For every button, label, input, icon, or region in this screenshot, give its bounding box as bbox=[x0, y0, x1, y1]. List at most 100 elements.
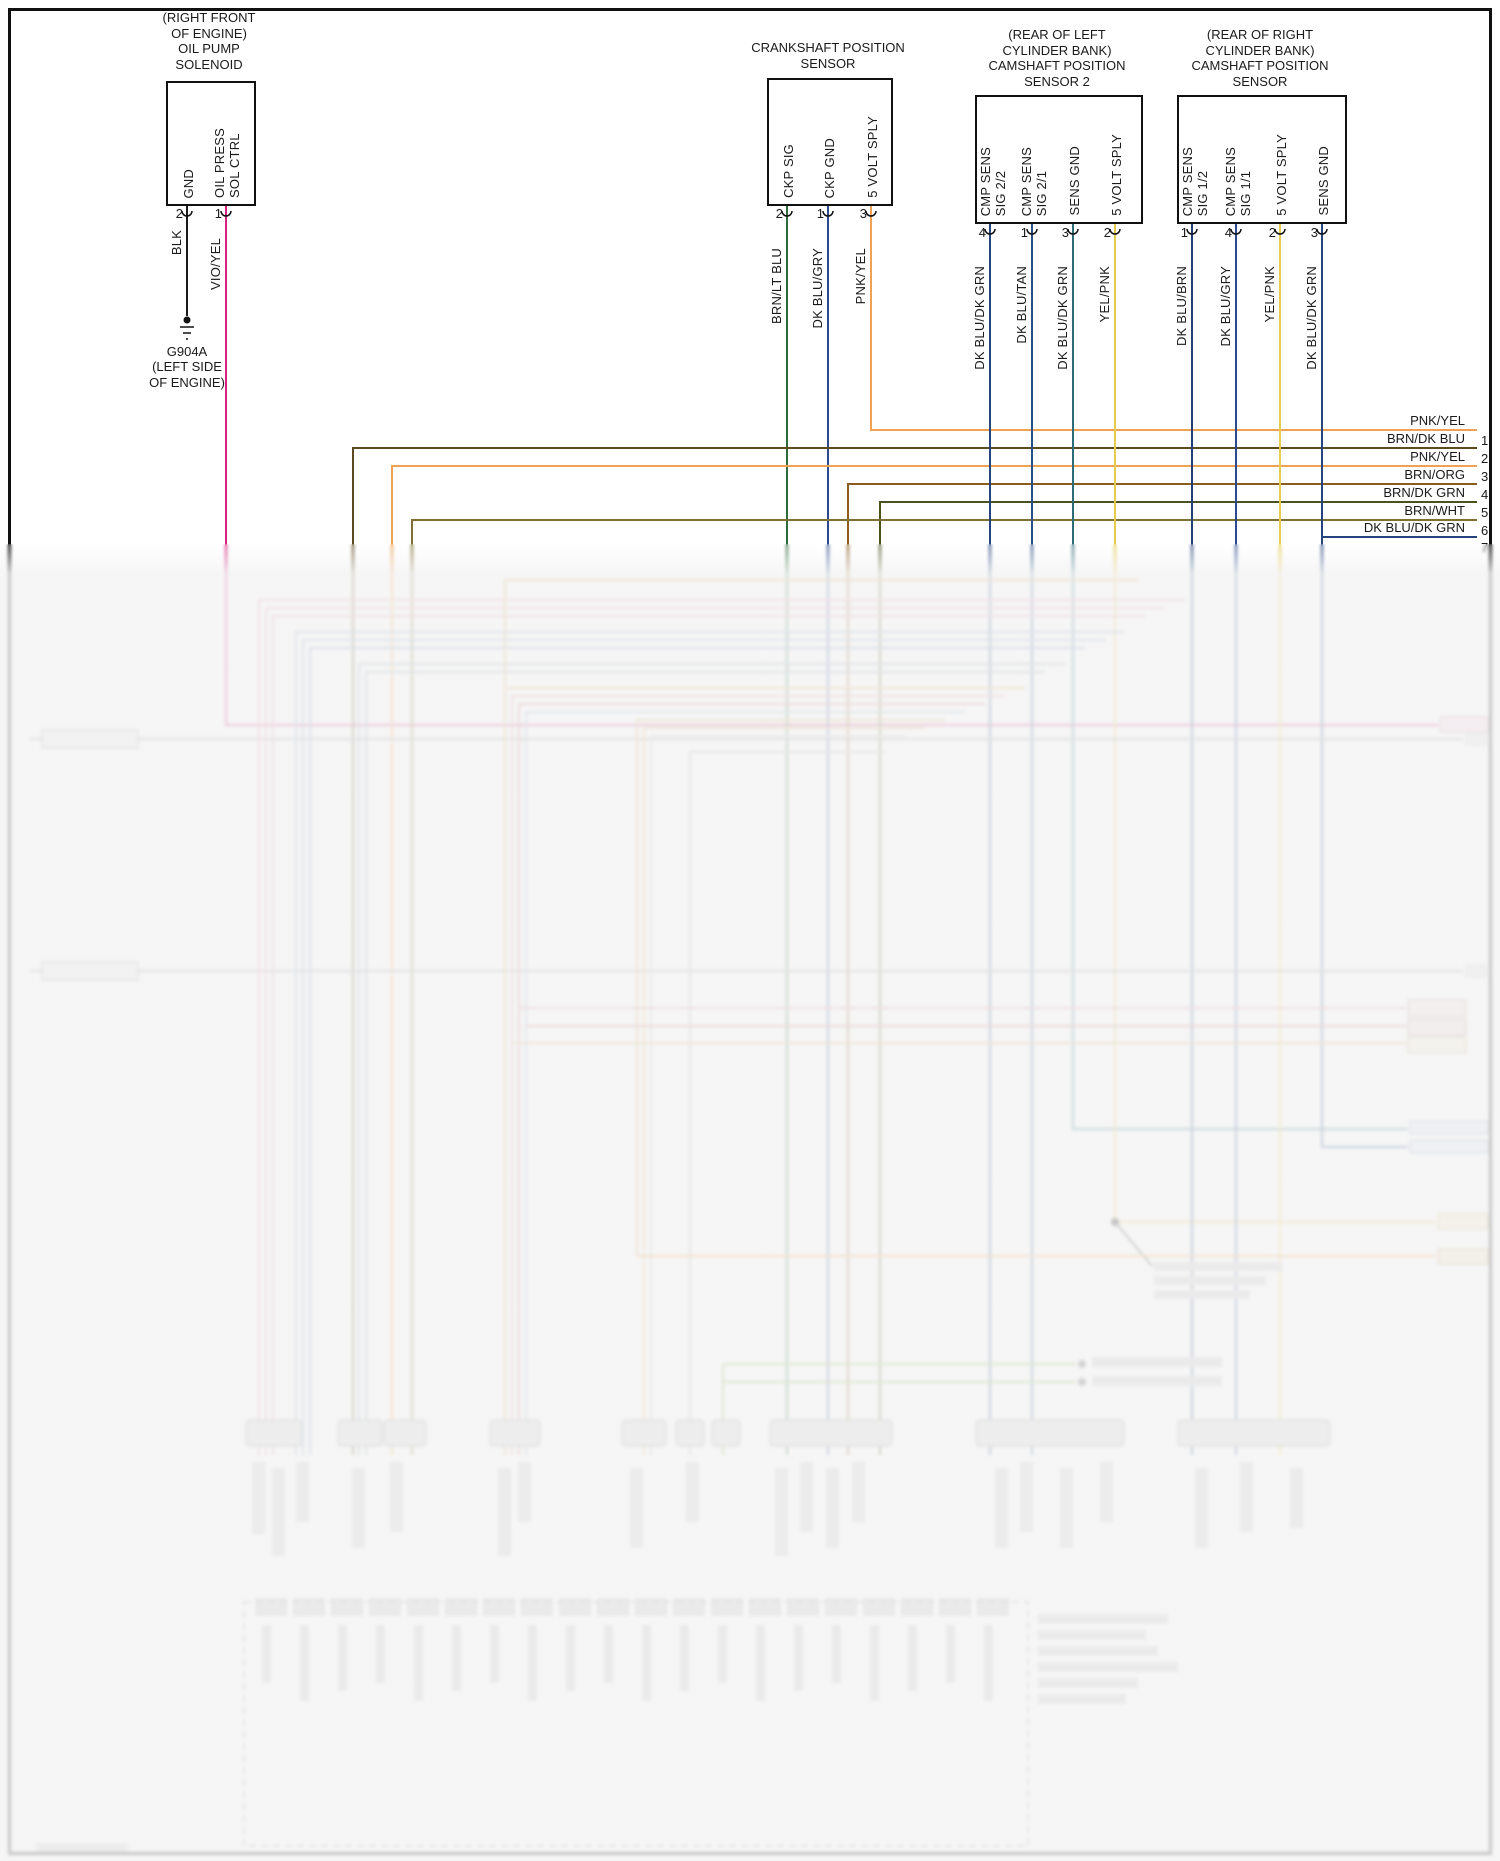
right-wire-1-number: 1 bbox=[1481, 433, 1489, 448]
cmp2-pin-1: 1 bbox=[1020, 225, 1028, 240]
wire-label-cmp2-sig21: DK BLU/TAN bbox=[1014, 266, 1029, 344]
oil-pump-title: (RIGHT FRONT OF ENGINE) OIL PUMP SOLENOI… bbox=[162, 10, 256, 72]
diagram-graphic bbox=[826, 1468, 839, 1548]
diagram-graphic bbox=[711, 1419, 741, 1447]
module-text-column bbox=[1038, 1614, 1178, 1704]
wire-brn-wht bbox=[411, 519, 1477, 1455]
diagram-graphic bbox=[452, 1625, 461, 1691]
ckp-pin-gnd-label: CKP GND bbox=[822, 137, 837, 198]
diagram-graphic bbox=[528, 1625, 537, 1701]
crisp-wires bbox=[180, 202, 1477, 1455]
right-wire-3-number: 3 bbox=[1481, 469, 1489, 484]
diagram-graphic bbox=[414, 1625, 423, 1701]
ckp-pin-5v-label: 5 VOLT SPLY bbox=[865, 116, 880, 198]
diagram-graphic bbox=[504, 687, 1025, 1455]
diagram-graphic bbox=[1109, 228, 1121, 235]
wire-label-brn-lt-blu: BRN/LT BLU bbox=[769, 248, 784, 324]
diagram-graphic bbox=[525, 711, 965, 1455]
wire-label-cmp2-gnd: DK BLU/DK GRN bbox=[1055, 266, 1070, 370]
diagram-graphic bbox=[1186, 228, 1198, 235]
right-wire-6-label: BRN/WHT bbox=[1404, 503, 1465, 518]
diagram-graphic bbox=[369, 1598, 401, 1616]
diagram-graphic bbox=[518, 1462, 531, 1522]
diagram-graphic bbox=[794, 1625, 803, 1691]
diagram-graphic bbox=[566, 1625, 575, 1691]
diagram-graphic bbox=[272, 615, 1145, 1455]
diagram-graphic bbox=[1038, 1662, 1178, 1672]
oil-pump-pin-1: 1 bbox=[214, 206, 222, 221]
wire-label-dk-blu-gry: DK BLU/GRY bbox=[810, 248, 825, 329]
diagram-graphic bbox=[630, 1468, 643, 1548]
connector-label-strips bbox=[252, 1462, 1303, 1556]
diagram-graphic bbox=[358, 663, 1065, 1455]
diagram-graphic bbox=[1230, 228, 1242, 235]
splice-icon bbox=[1111, 1218, 1153, 1267]
diagram-graphic bbox=[1038, 1678, 1138, 1688]
diagram-graphic bbox=[686, 1462, 699, 1522]
diagram-graphic bbox=[1060, 1468, 1073, 1548]
diagram-graphic bbox=[984, 1625, 993, 1701]
diagram-graphic bbox=[1078, 1378, 1086, 1386]
diagram-graphic bbox=[390, 1462, 403, 1532]
cmp2-sensor-box: CMP SENS SIG 2/2 CMP SENS SIG 2/1 SENS G… bbox=[975, 95, 1143, 224]
wire-brn-dk-grn bbox=[879, 501, 1477, 1455]
diagram-graphic bbox=[1407, 1036, 1467, 1054]
diagram-graphic bbox=[1038, 1614, 1168, 1624]
wire-pnk-yel-3 bbox=[391, 465, 1477, 1455]
ckp-sensor-box: CKP SIG CKP GND 5 VOLT SPLY bbox=[767, 78, 893, 206]
wire-pnk-yel-1 bbox=[870, 202, 1477, 431]
diagram-graphic bbox=[1177, 1419, 1331, 1447]
diagram-graphic bbox=[1409, 1139, 1489, 1154]
diagram-graphic bbox=[181, 210, 193, 217]
wire-label-cmp1-5v: YEL/PNK bbox=[1262, 266, 1277, 323]
diagram-graphic bbox=[1100, 1462, 1113, 1522]
diagram-graphic bbox=[1038, 1646, 1158, 1656]
wire-cmp2-sensgnd bbox=[1072, 220, 1408, 1130]
diagram-graphic bbox=[1078, 1360, 1086, 1368]
diagram-graphic bbox=[1290, 1468, 1303, 1528]
diagram-graphic bbox=[41, 961, 139, 981]
diagram-graphic bbox=[518, 703, 985, 1455]
cmp1-pin-1: 1 bbox=[1180, 225, 1188, 240]
ground-location: (LEFT SIDE OF ENGINE) bbox=[149, 359, 225, 390]
diagram-graphic bbox=[1154, 1262, 1282, 1271]
cmp2-pin-5v-label: 5 VOLT SPLY bbox=[1109, 134, 1124, 216]
diagram-graphic bbox=[1464, 732, 1488, 746]
diagram-graphic bbox=[621, 1419, 667, 1447]
ckp-pin-2: 2 bbox=[775, 206, 783, 221]
right-wire-7-number: 7 bbox=[1481, 540, 1489, 555]
oil-pump-pin-gnd-label: GND bbox=[181, 168, 196, 199]
diagram-graphic bbox=[718, 1625, 727, 1683]
diagram-graphic bbox=[604, 1625, 613, 1683]
diagram-graphic bbox=[383, 1419, 427, 1447]
cmp1-pin-2: 2 bbox=[1268, 225, 1276, 240]
connector-row bbox=[245, 1419, 1331, 1447]
diagram-graphic bbox=[781, 210, 793, 217]
faded-region-graphics bbox=[30, 579, 1489, 1852]
diagram-graphic bbox=[1439, 716, 1489, 733]
diagram-graphic bbox=[1067, 228, 1079, 235]
diagram-graphic bbox=[946, 1625, 955, 1683]
diagram-graphic bbox=[800, 1462, 813, 1532]
right-wire-2-label: BRN/DK BLU bbox=[1386, 431, 1465, 446]
diagram-graphic bbox=[300, 1625, 309, 1701]
diagram-graphic bbox=[908, 1625, 917, 1691]
diagram-graphic bbox=[1092, 1357, 1222, 1367]
wire-label-cmp1-sig12: DK BLU/BRN bbox=[1174, 266, 1189, 347]
footer-text-blob bbox=[36, 1843, 128, 1852]
bottom-rotated-label-strips bbox=[262, 1625, 993, 1701]
cmp2-pin-sig21-label: CMP SENS SIG 2/1 bbox=[1019, 146, 1049, 216]
diagram-graphic bbox=[775, 1468, 788, 1556]
oil-pump-pin-ctrl-label: OIL PRESS SOL CTRL bbox=[212, 128, 242, 198]
diagram-graphic bbox=[642, 1625, 651, 1701]
right-wire-1-label: PNK/YEL bbox=[1410, 413, 1465, 428]
diagram-graphic bbox=[1274, 228, 1286, 235]
diagram-graphic bbox=[1114, 1221, 1153, 1267]
cmp1-pin-sig11-label: CMP SENS SIG 1/1 bbox=[1223, 146, 1253, 216]
ckp-sensor-title: CRANKSHAFT POSITION SENSOR bbox=[751, 40, 905, 71]
diagram-graphic bbox=[302, 639, 1105, 1455]
diagram-graphic bbox=[220, 210, 232, 217]
wire-label-cmp1-sig11: DK BLU/GRY bbox=[1218, 266, 1233, 347]
diagram-graphic bbox=[272, 1468, 285, 1556]
diagram-graphic bbox=[296, 1462, 309, 1522]
